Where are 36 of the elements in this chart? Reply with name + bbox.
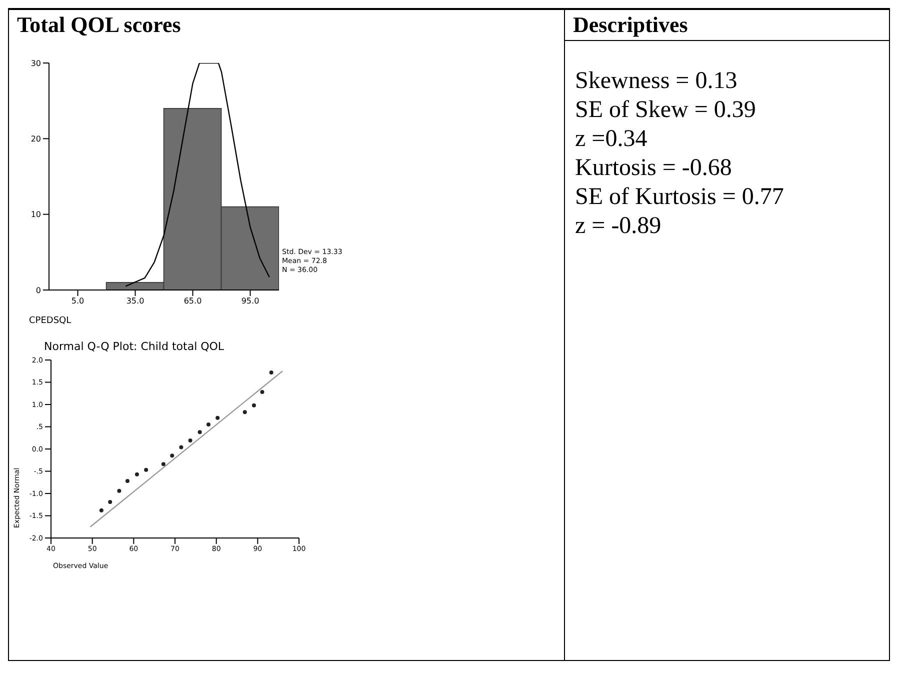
point <box>198 430 202 434</box>
point <box>252 403 256 408</box>
point <box>108 500 112 504</box>
x-tick-label: 35.0 <box>126 296 144 306</box>
x-tick-label: 95.0 <box>241 296 260 306</box>
point <box>216 416 220 420</box>
y-tick-label: 30 <box>30 58 41 68</box>
point <box>179 445 184 450</box>
x-tick-label: 65.0 <box>184 296 202 306</box>
point <box>125 479 130 484</box>
point <box>206 422 210 427</box>
text: SE of Skew = 0.39 <box>575 96 757 125</box>
point <box>134 472 139 476</box>
x-axis-title: CPEDSQL <box>29 316 72 326</box>
point <box>99 508 104 512</box>
text: Skewness = 0.13 <box>575 67 738 96</box>
chart-title: Normal Q-Q Plot: Child total QOL <box>44 340 226 353</box>
x-tick-label: 5.0 <box>71 296 84 306</box>
text: z = -0.89 <box>575 212 662 241</box>
chart-title: Total QOL scores <box>9 10 564 41</box>
text: SE of Kurtosis = 0.77 <box>575 183 785 212</box>
point <box>260 390 264 394</box>
y-tick-label: 10 <box>30 210 41 220</box>
point <box>170 454 174 458</box>
y-tick-label: 0 <box>36 286 41 295</box>
point <box>117 488 122 493</box>
point <box>188 438 192 443</box>
point <box>161 462 166 466</box>
text: Descriptives <box>565 10 889 41</box>
point <box>144 468 148 472</box>
point <box>242 410 247 414</box>
point <box>269 370 274 374</box>
text: Kurtosis = -0.68 <box>575 154 733 183</box>
text: z =0.34 <box>575 125 648 154</box>
line-series <box>125 63 270 287</box>
y-tick-label: 20 <box>30 134 41 144</box>
